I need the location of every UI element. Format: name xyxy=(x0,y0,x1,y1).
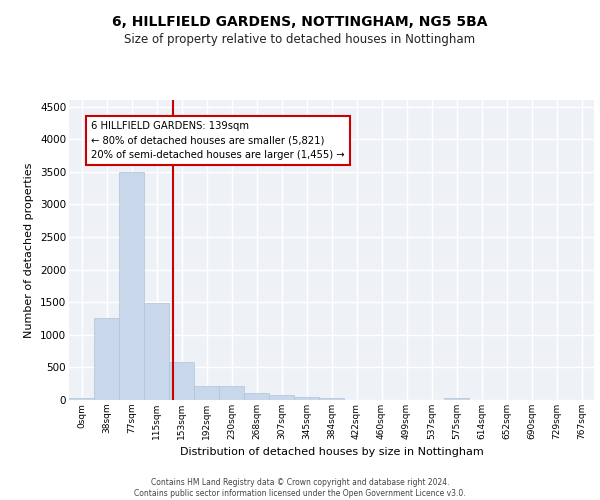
Text: Contains HM Land Registry data © Crown copyright and database right 2024.
Contai: Contains HM Land Registry data © Crown c… xyxy=(134,478,466,498)
Bar xyxy=(144,304,169,400)
Bar xyxy=(94,318,119,400)
Text: Size of property relative to detached houses in Nottingham: Size of property relative to detached ho… xyxy=(124,32,476,46)
X-axis label: Distribution of detached houses by size in Nottingham: Distribution of detached houses by size … xyxy=(179,448,484,458)
Bar xyxy=(194,386,219,400)
Bar xyxy=(69,398,94,400)
Bar xyxy=(444,398,469,400)
Bar xyxy=(319,398,344,400)
Text: 6 HILLFIELD GARDENS: 139sqm
← 80% of detached houses are smaller (5,821)
20% of : 6 HILLFIELD GARDENS: 139sqm ← 80% of det… xyxy=(91,121,344,160)
Bar xyxy=(269,395,294,400)
Y-axis label: Number of detached properties: Number of detached properties xyxy=(25,162,34,338)
Text: 6, HILLFIELD GARDENS, NOTTINGHAM, NG5 5BA: 6, HILLFIELD GARDENS, NOTTINGHAM, NG5 5B… xyxy=(112,15,488,29)
Bar xyxy=(219,386,244,400)
Bar xyxy=(294,396,319,400)
Bar xyxy=(244,393,269,400)
Bar xyxy=(119,172,144,400)
Bar xyxy=(169,362,194,400)
